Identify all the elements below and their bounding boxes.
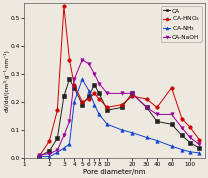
- CA-NaOH: [120, 92, 123, 95]
- CA-NaOH: [93, 73, 96, 75]
- CA-NH$_3$: [181, 148, 183, 151]
- CA-NH$_3$: [81, 78, 83, 80]
- CA-NaOH: [63, 134, 65, 137]
- CA-NaOH: [73, 78, 76, 80]
- CA-HNO$_3$: [198, 139, 201, 141]
- CA: [181, 134, 183, 137]
- CA-NH$_3$: [170, 145, 173, 147]
- CA: [145, 106, 148, 108]
- CA-HNO$_3$: [56, 109, 59, 111]
- CA-NH$_3$: [198, 152, 201, 154]
- CA: [189, 142, 191, 144]
- CA-HNO$_3$: [145, 98, 148, 100]
- CA-HNO$_3$: [98, 98, 100, 100]
- CA: [106, 109, 108, 111]
- CA-NH$_3$: [56, 151, 59, 153]
- CA: [48, 150, 51, 152]
- Line: CA-HNO$_3$: CA-HNO$_3$: [37, 5, 201, 158]
- CA-NaOH: [198, 143, 201, 146]
- CA: [56, 137, 59, 139]
- CA: [68, 78, 71, 80]
- CA-NaOH: [189, 136, 191, 138]
- Line: CA-NaOH: CA-NaOH: [37, 58, 201, 157]
- CA: [93, 84, 96, 86]
- CA-NaOH: [170, 113, 173, 116]
- CA-NH$_3$: [63, 147, 65, 149]
- CA-NaOH: [81, 59, 83, 61]
- CA-HNO$_3$: [181, 118, 183, 120]
- CA: [63, 95, 65, 97]
- CA: [131, 92, 133, 95]
- CA-NaOH: [145, 106, 148, 108]
- Y-axis label: dV/dd/(cm³·g⁻¹·nm⁻¹): dV/dd/(cm³·g⁻¹·nm⁻¹): [4, 49, 10, 112]
- X-axis label: Pore diameter/nm: Pore diameter/nm: [83, 169, 146, 174]
- CA-NaOH: [98, 82, 100, 85]
- CA-NH$_3$: [106, 123, 108, 125]
- CA: [198, 147, 201, 149]
- CA-NaOH: [181, 127, 183, 129]
- CA-NH$_3$: [93, 104, 96, 106]
- CA-NaOH: [106, 92, 108, 95]
- CA-NH$_3$: [131, 132, 133, 134]
- CA-NaOH: [131, 92, 133, 95]
- CA: [156, 120, 158, 122]
- CA: [98, 92, 100, 95]
- CA-NH$_3$: [98, 113, 100, 116]
- CA-HNO$_3$: [170, 87, 173, 89]
- CA-NH$_3$: [73, 101, 76, 103]
- CA-HNO$_3$: [68, 59, 71, 61]
- CA-HNO$_3$: [120, 104, 123, 106]
- CA-NH$_3$: [189, 151, 191, 153]
- CA-NH$_3$: [38, 156, 40, 158]
- CA: [170, 123, 173, 125]
- CA-HNO$_3$: [88, 98, 90, 100]
- CA-NH$_3$: [88, 90, 90, 92]
- CA-NaOH: [68, 120, 71, 122]
- CA: [88, 95, 90, 97]
- Legend: CA, CA-HNO$_3$, CA-NH$_3$, CA-NaOH: CA, CA-HNO$_3$, CA-NH$_3$, CA-NaOH: [161, 6, 202, 42]
- CA: [81, 104, 83, 106]
- CA-NH$_3$: [120, 129, 123, 131]
- CA: [73, 87, 76, 89]
- CA-HNO$_3$: [189, 126, 191, 128]
- CA-HNO$_3$: [156, 106, 158, 108]
- CA-NaOH: [156, 113, 158, 116]
- CA-HNO$_3$: [63, 5, 65, 7]
- Line: CA-NH$_3$: CA-NH$_3$: [37, 78, 201, 158]
- CA-HNO$_3$: [93, 92, 96, 95]
- CA-HNO$_3$: [81, 101, 83, 103]
- CA-NaOH: [48, 153, 51, 155]
- CA-HNO$_3$: [73, 84, 76, 86]
- CA-NH$_3$: [48, 156, 51, 158]
- CA-NaOH: [88, 63, 90, 65]
- CA-HNO$_3$: [38, 156, 40, 158]
- CA-NH$_3$: [68, 143, 71, 145]
- CA-HNO$_3$: [106, 106, 108, 108]
- CA: [120, 106, 123, 108]
- CA-NaOH: [56, 149, 59, 151]
- CA-HNO$_3$: [131, 95, 133, 97]
- CA-NH$_3$: [145, 136, 148, 138]
- CA-HNO$_3$: [48, 140, 51, 142]
- CA-NH$_3$: [156, 140, 158, 142]
- CA: [38, 156, 40, 158]
- CA-NaOH: [38, 154, 40, 156]
- Line: CA: CA: [37, 78, 201, 158]
